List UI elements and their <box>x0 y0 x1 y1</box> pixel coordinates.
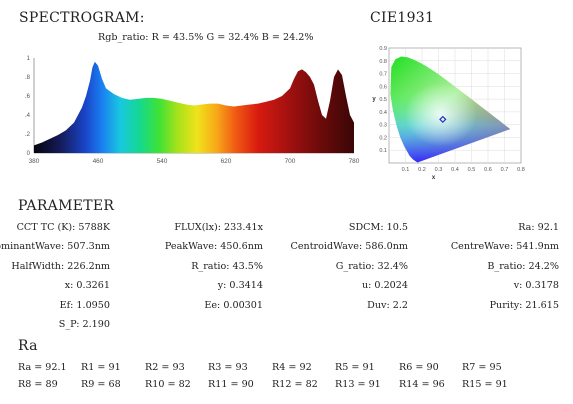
ra-value: R4 = 92 <box>272 362 312 373</box>
spec-y-tick-label: .2 <box>25 132 31 138</box>
cie-y-tick-label: 0.7 <box>379 72 387 78</box>
ra-value: R11 = 90 <box>208 379 254 390</box>
parameter-cell: v: 0.3178 <box>513 280 559 292</box>
cie-title: CIE1931 <box>370 10 435 26</box>
ra-value: R1 = 91 <box>81 362 121 373</box>
ra-value: R12 = 82 <box>272 379 318 390</box>
cie-x-tick-label: 0.6 <box>484 167 492 173</box>
cie-y-tick-label: 0.1 <box>379 148 387 154</box>
parameter-cell: Ef: 1.0950 <box>59 299 110 311</box>
parameter-cell: SDCM: 10.5 <box>348 222 408 233</box>
ra-value: R7 = 95 <box>462 362 502 373</box>
parameter-cell: Duv: 2.2 <box>367 299 408 311</box>
ra-title: Ra <box>18 338 38 354</box>
spectrogram-title: SPECTROGRAM: <box>19 10 145 26</box>
parameter-cell: G_ratio: 32.4% <box>335 260 408 272</box>
spec-y-tick-label: .8 <box>25 75 31 81</box>
spec-x-tick-label: 780 <box>349 158 360 165</box>
spec-x-tick-label: 380 <box>29 158 40 165</box>
cie-y-tick-label: 0.8 <box>379 59 387 65</box>
parameter-cell: R_ratio: 43.5% <box>191 260 263 272</box>
parameter-cell: Purity: 21.615 <box>489 299 559 311</box>
ra-value: R14 = 96 <box>399 379 445 390</box>
parameter-cell: DominantWave: 507.3nm <box>0 241 110 253</box>
ra-value: R3 = 93 <box>208 362 248 373</box>
chromaticity-point <box>439 115 447 124</box>
cie-y-tick-label: 0.5 <box>379 97 387 103</box>
cie-x-tick-label: 0.7 <box>501 167 509 173</box>
spec-y-tick-label: 0 <box>27 151 31 157</box>
ra-value: Ra = 92.1 <box>18 362 67 373</box>
cie-y-tick-label: 0.3 <box>379 123 387 129</box>
rgb-ratio-subtitle: Rgb_ratio: R = 43.5% G = 32.4% B = 24.2% <box>98 32 314 43</box>
cie-x-tick-label: 0.4 <box>451 167 459 173</box>
cie-chart: 0.1 0.2 0.3 0.4 0.5 0.6 0.7 0.8 0.1 0.2 0.3 0.4 0.5 0… <box>372 46 525 181</box>
spec-x-tick-label: 620 <box>221 158 232 165</box>
cie-y-tick-label: 0.6 <box>379 84 387 90</box>
parameter-cell: PeakWave: 450.6nm <box>164 241 263 253</box>
cie-y-tick-label: 0.4 <box>379 110 387 116</box>
parameter-cell: u: 0.2024 <box>361 280 408 292</box>
spec-x-tick-label: 700 <box>285 158 296 165</box>
parameter-cell: CentroidWave: 586.0nm <box>290 241 409 253</box>
spec-y-tick-label: .4 <box>25 113 31 119</box>
parameter-cell: S_P: 2.190 <box>58 319 110 330</box>
spec-x-tick-label: 540 <box>157 158 168 165</box>
cie-x-tick-label: 0.1 <box>402 167 410 173</box>
parameter-cell: CentreWave: 541.9nm <box>450 241 559 253</box>
ra-value: R10 = 82 <box>145 379 191 390</box>
cie-y-axis-label: y <box>372 96 376 102</box>
cie-x-tick-label: 0.8 <box>517 167 525 173</box>
parameter-cell: Ee: 0.00301 <box>204 299 263 311</box>
spec-y-tick-label: 1 <box>27 56 31 62</box>
spectrogram-chart: 380 460 540 620 700 780 0 .2 .4 .6 .8 1 <box>25 56 360 165</box>
ra-value: R5 = 91 <box>335 362 375 373</box>
cie-y-tick-label: 0.9 <box>379 46 387 52</box>
cie-x-tick-label: 0.2 <box>418 167 426 173</box>
cie-x-tick-label: 0.3 <box>435 167 443 173</box>
parameter-cell: B_ratio: 24.2% <box>487 260 559 272</box>
spec-y-tick-label: .6 <box>25 94 31 100</box>
ra-value: R13 = 91 <box>335 379 381 390</box>
ra-value: R2 = 93 <box>145 362 185 373</box>
parameter-cell: CCT TC (K): 5788K <box>16 222 110 233</box>
cie-locus-white-overlay <box>390 56 511 163</box>
ra-value: R15 = 91 <box>462 379 508 390</box>
parameter-cell: FLUX(lx): 233.41x <box>174 222 263 233</box>
cie-x-axis-label: x <box>432 175 436 181</box>
parameter-title: PARAMETER <box>18 198 115 214</box>
ra-value: R8 = 89 <box>18 379 58 390</box>
ra-value: R9 = 68 <box>81 379 121 390</box>
ra-value: R6 = 90 <box>399 362 439 373</box>
parameter-cell: HalfWidth: 226.2nm <box>11 260 110 272</box>
cie-x-tick-label: 0.5 <box>468 167 476 173</box>
parameter-cell: y: 0.3414 <box>217 280 263 292</box>
parameter-cell: x: 0.3261 <box>64 280 110 292</box>
cie-y-tick-label: 0.2 <box>379 135 387 141</box>
spec-x-tick-label: 460 <box>93 158 104 165</box>
spectrum-area <box>34 61 354 153</box>
parameter-cell: Ra: 92.1 <box>518 222 559 233</box>
